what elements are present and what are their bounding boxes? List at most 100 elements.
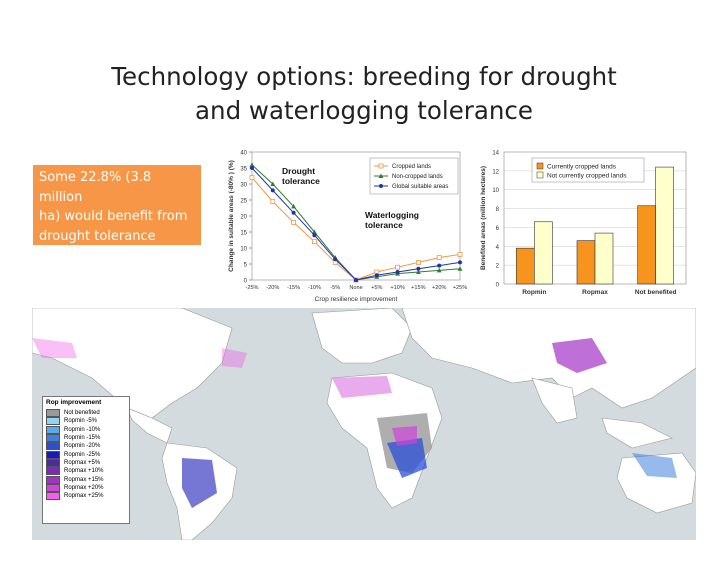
data-point <box>395 270 400 274</box>
annotation-drought: Drought <box>282 166 315 176</box>
callout-line: drought tolerance <box>39 228 156 244</box>
bar <box>516 247 535 285</box>
y-tick-label: 5 <box>244 263 248 269</box>
map-legend-label: Ropmax +15% <box>64 476 104 483</box>
x-tick-label: +15% <box>411 285 425 291</box>
data-point <box>249 175 255 180</box>
map-legend-swatch <box>46 467 60 476</box>
data-point <box>249 162 255 167</box>
data-point <box>270 199 276 204</box>
y-tick-label: 6 <box>496 226 500 232</box>
y-tick-label: 0 <box>244 279 248 285</box>
data-point <box>270 188 275 193</box>
y-tick-label: 4 <box>496 245 500 251</box>
resilience-line-chart: 0 5 10 15 20 25 30 35 40 -25% -20% -15% -10% -5% None +… <box>228 151 467 304</box>
y-tick-label: 15 <box>240 231 247 237</box>
map-legend-item: Ropmax +10% <box>46 467 126 476</box>
callout-line: improvement to 2020s <box>39 248 188 263</box>
map-legend-item: Ropmax +15% <box>46 475 126 484</box>
world-map <box>32 308 696 540</box>
map-legend-item: Ropmin -5% <box>46 417 126 426</box>
y-tick-label: 2 <box>496 264 500 270</box>
y-tick-label: 0 <box>496 283 500 289</box>
slide-title-line-1: Technology options: breeding for drought <box>111 62 617 91</box>
x-tick-label: +20% <box>432 285 446 291</box>
map-legend-swatch <box>46 442 60 451</box>
y-tick-label: 25 <box>240 199 247 205</box>
map-legend-item: Ropmax +25% <box>46 492 126 501</box>
map-legend-swatch <box>46 425 60 434</box>
map-legend-swatch <box>46 458 60 467</box>
callout-line: Some 22.8% (3.8 million <box>39 170 152 205</box>
data-point <box>416 266 421 271</box>
legend-label: Global suitable areas <box>392 184 448 190</box>
legend-marker <box>379 184 383 188</box>
map-legend-item: Ropmin -25% <box>46 450 126 459</box>
data-point <box>437 263 442 268</box>
world-map-graphic <box>32 308 696 540</box>
benefited-areas-bar-chart: 0 2 4 6 8 10 12 14 Benefited areas (million hect… <box>480 151 687 296</box>
y-tick-label: 10 <box>492 188 499 194</box>
x-axis-label: Crop resilience improvement <box>315 296 398 303</box>
map-legend-label: Ropmin -20% <box>64 443 101 450</box>
map-legend-item: Not benefited <box>46 409 126 418</box>
map-legend-label: Ropmax +5% <box>64 459 101 466</box>
summary-callout: Some 22.8% (3.8 million ha) would benefi… <box>33 165 201 263</box>
data-point <box>374 273 379 278</box>
map-legend-swatch <box>46 475 60 484</box>
legend-swatch <box>536 162 544 170</box>
y-tick-label: 10 <box>240 247 247 253</box>
data-point <box>436 255 442 260</box>
data-point <box>270 181 276 186</box>
map-legend-item: Ropmax +5% <box>46 458 126 467</box>
x-tick-label: +5% <box>371 285 382 291</box>
data-point <box>312 229 317 234</box>
data-point <box>458 260 462 265</box>
legend-box <box>531 157 645 183</box>
data-point <box>415 260 421 265</box>
map-legend-label: Ropmin -5% <box>64 418 98 425</box>
x-tick-label: Ropmin <box>522 289 546 296</box>
data-point <box>395 264 401 270</box>
data-point <box>291 220 296 225</box>
map-legend-label: Not benefited <box>64 410 100 417</box>
legend-label: Currently cropped lands <box>547 164 617 171</box>
data-point <box>250 166 254 170</box>
y-tick-label: 40 <box>240 151 247 157</box>
legend-marker <box>378 173 384 178</box>
legend-label: Cropped lands <box>392 164 431 170</box>
map-legend-swatch <box>46 409 60 418</box>
x-tick-label: +10% <box>390 285 404 291</box>
y-tick-label: 20 <box>240 215 247 221</box>
y-tick-label: 8 <box>496 207 500 213</box>
annotation-waterlogging: tolerance <box>365 220 403 230</box>
map-legend-swatch <box>46 450 60 459</box>
y-axis-label: Change in suitable areas (-80% ) (%) <box>228 160 235 272</box>
data-point <box>291 203 296 209</box>
legend-swatch <box>536 171 544 179</box>
annotation-drought: tolerance <box>282 176 320 186</box>
map-legend-label: Ropmax +25% <box>64 493 104 500</box>
bar <box>655 166 674 285</box>
x-tick-label: -10% <box>308 285 321 291</box>
map-legend: Rop improvement Not benefited Ropmin -5% R… <box>42 396 130 524</box>
map-legend-label: Ropmax +10% <box>64 468 104 475</box>
y-tick-label: 30 <box>240 183 247 189</box>
y-axis-label: Benefited areas (million hectares) <box>480 166 487 270</box>
slide-title-line-2: and waterlogging tolerance <box>195 96 533 125</box>
legend-label: Not currently cropped lands <box>547 173 627 180</box>
map-legend-label: Ropmin -10% <box>64 426 101 433</box>
map-legend-label: Ropmin -15% <box>64 435 101 442</box>
data-point <box>457 252 463 257</box>
x-tick-label: None <box>349 285 362 291</box>
annotation-waterlogging: Waterlogging <box>365 210 419 220</box>
legend-marker <box>378 163 384 169</box>
data-point <box>312 233 317 238</box>
bar <box>637 205 656 285</box>
map-legend-label: Ropmin -25% <box>64 451 101 458</box>
map-legend-swatch <box>46 417 60 426</box>
bar <box>534 221 553 285</box>
y-tick-label: 14 <box>492 151 499 157</box>
bar <box>576 240 596 285</box>
data-point <box>333 257 338 262</box>
